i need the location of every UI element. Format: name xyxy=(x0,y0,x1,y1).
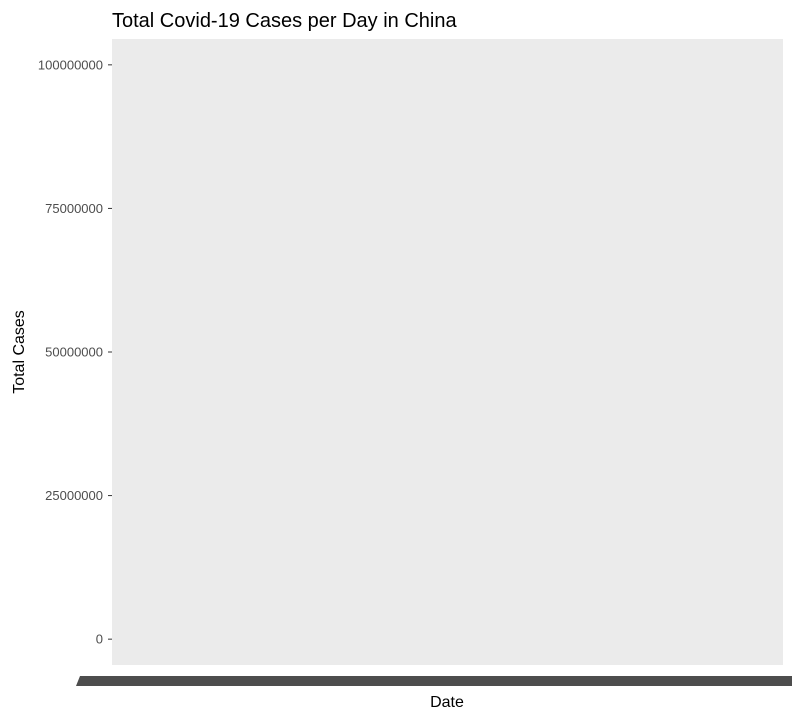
y-tick-label: 0 xyxy=(96,632,103,647)
x-axis-label: Date xyxy=(430,694,464,711)
x-axis-tick-label-band xyxy=(76,676,792,686)
y-axis-tick-labels: 0 25000000 50000000 75000000 100000000 xyxy=(38,57,103,646)
y-tick-label: 50000000 xyxy=(45,345,103,360)
y-axis-ticks xyxy=(108,64,112,640)
y-tick-label: 100000000 xyxy=(38,57,103,72)
plot-panel xyxy=(112,39,783,665)
y-tick-label: 25000000 xyxy=(45,488,103,503)
chart-title: Total Covid-19 Cases per Day in China xyxy=(112,10,457,32)
y-axis-label: Total Cases xyxy=(11,310,28,394)
y-tick-label: 75000000 xyxy=(45,201,103,216)
